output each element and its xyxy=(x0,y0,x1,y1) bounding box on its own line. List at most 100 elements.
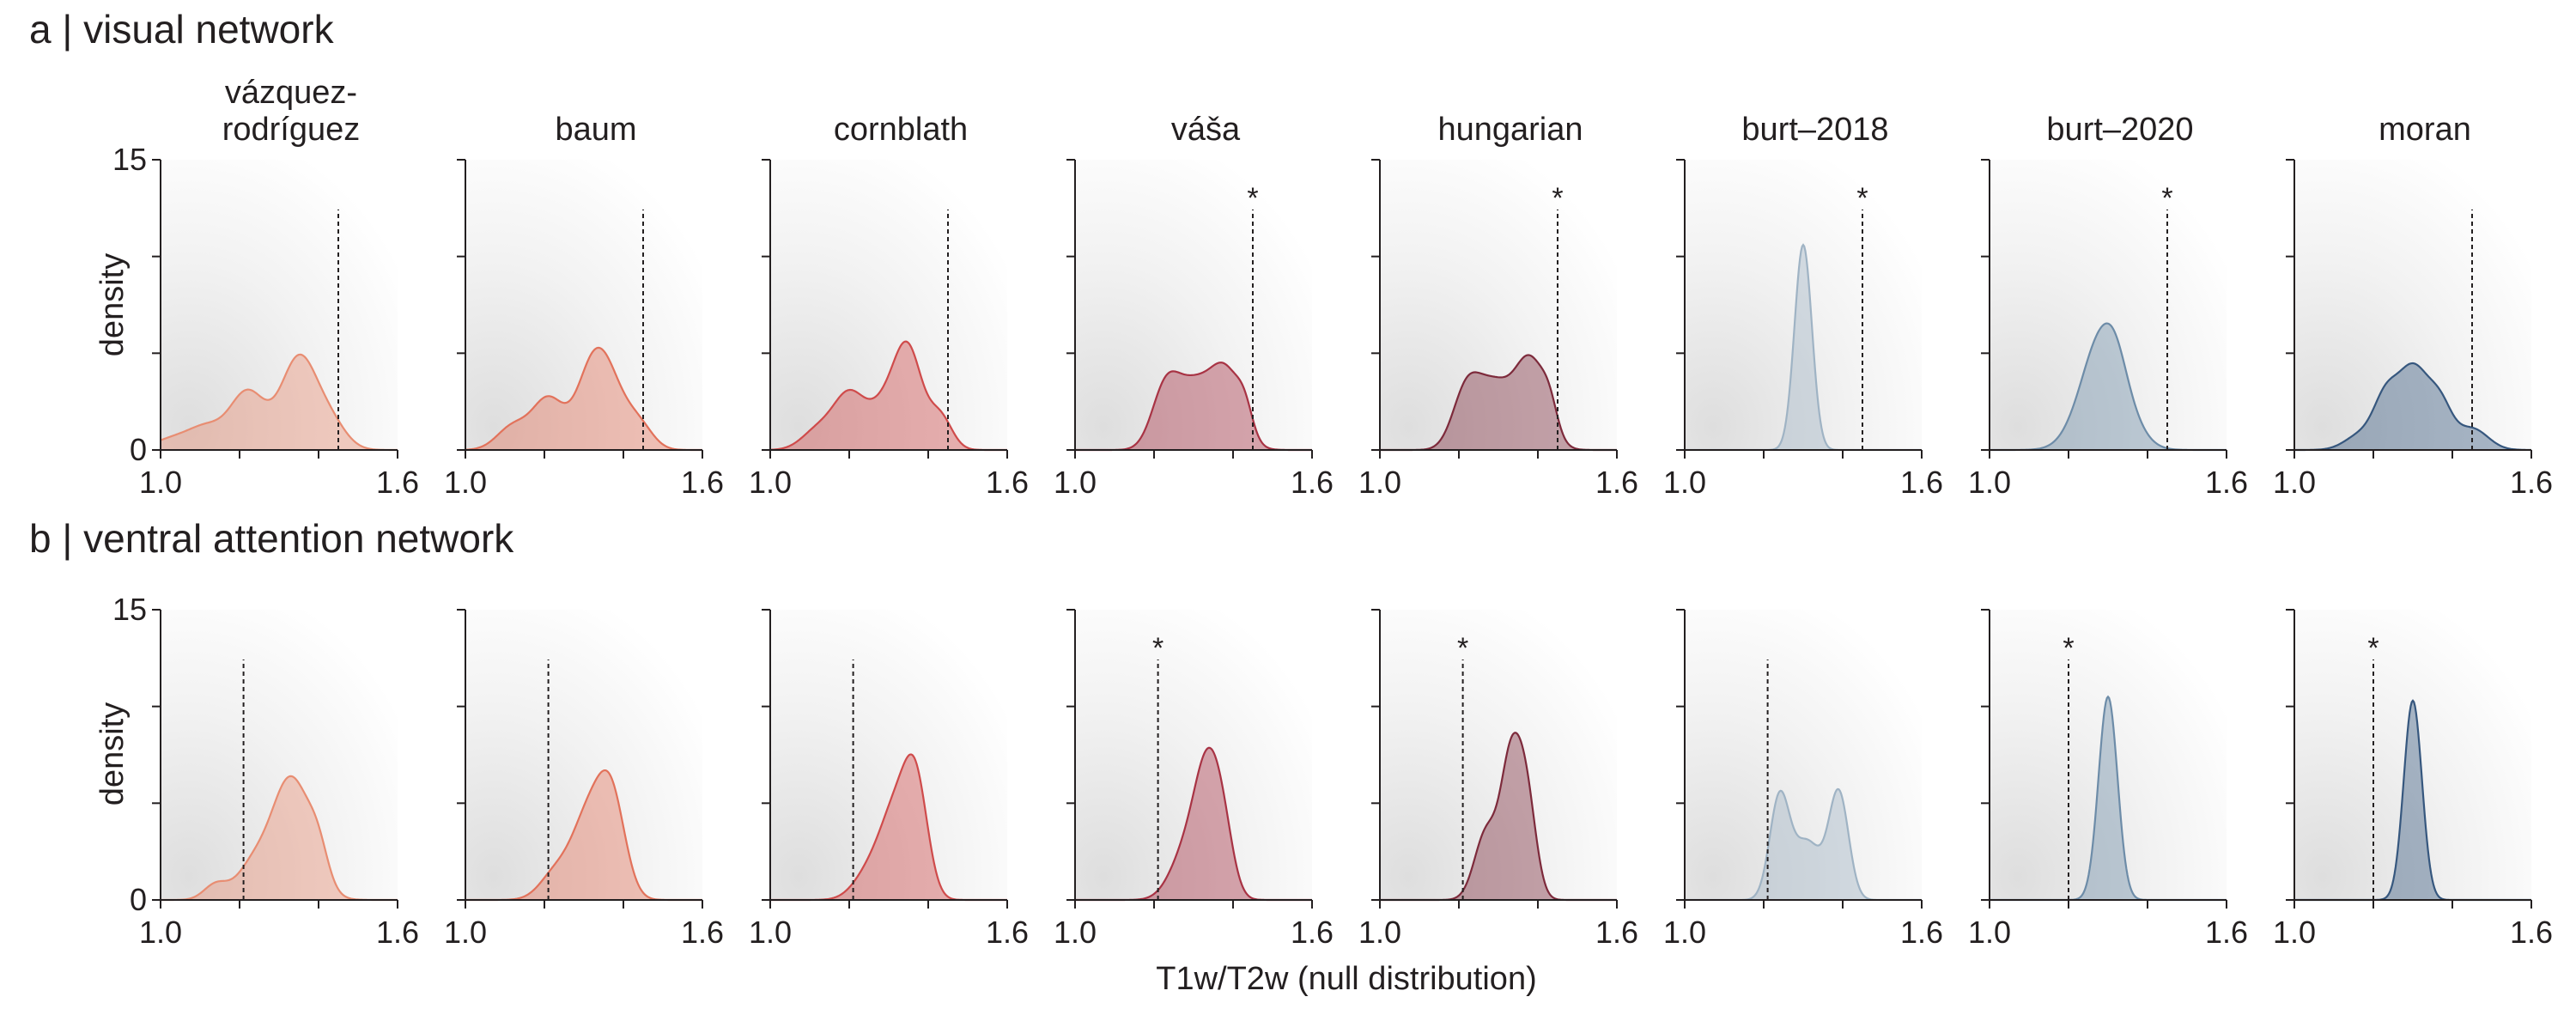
x-tick-label-min: 1.0 xyxy=(1054,465,1097,500)
subplot-b-burt-2018: 1.0 1.6 xyxy=(1663,609,1943,950)
method-header-line: vázquez- xyxy=(225,75,357,111)
x-tick-label-max: 1.6 xyxy=(2205,465,2248,500)
method-header-vazquez-rodriguez: vázquez-rodríguez xyxy=(222,75,361,148)
density-area xyxy=(1685,788,1922,900)
panel-a-letter: a xyxy=(29,7,52,52)
x-tick-label-max: 1.6 xyxy=(376,915,419,950)
subplot-a-vazquez-rodriguez: 1.0 1.6 0 15 xyxy=(112,142,419,500)
density-area xyxy=(1075,747,1312,900)
x-tick-label-max: 1.6 xyxy=(376,465,419,500)
plot-background xyxy=(465,610,702,900)
x-tick-label-max: 1.6 xyxy=(1291,465,1334,500)
y-tick-label-max: 15 xyxy=(112,142,147,177)
x-tick-label-min: 1.0 xyxy=(1663,915,1706,950)
panel-b-separator: | xyxy=(62,516,83,561)
density-area xyxy=(770,754,1007,900)
x-tick-label-min: 1.0 xyxy=(444,915,487,950)
method-header-line: váša xyxy=(1171,112,1241,148)
method-headers: vázquez-rodríguez baum cornblath váša hungar… xyxy=(222,75,2471,148)
plot-background xyxy=(1990,160,2227,450)
x-tick-label-min: 1.0 xyxy=(1054,915,1097,950)
panel-b-heading: b | ventral attention network xyxy=(29,516,514,561)
x-tick-label-min: 1.0 xyxy=(2273,465,2316,500)
density-area xyxy=(1075,362,1312,450)
plot-background xyxy=(770,160,1007,450)
x-tick-label-min: 1.0 xyxy=(1663,465,1706,500)
plot-background xyxy=(2294,610,2531,900)
subplot-b-vasa: * 1.0 1.6 xyxy=(1054,609,1334,950)
subplot-a-hungarian: * 1.0 1.6 xyxy=(1358,159,1638,500)
subplot-b-moran: * 1.0 1.6 xyxy=(2273,609,2553,950)
density-curve xyxy=(2294,362,2532,452)
y-axis-title-row-a: density xyxy=(94,253,131,356)
method-header-line: burt–2018 xyxy=(1741,112,1888,148)
density-curve xyxy=(465,346,702,452)
panel-a-separator: | xyxy=(62,7,83,52)
subplot-a-vasa: * 1.0 1.6 xyxy=(1054,159,1334,500)
x-tick-label-max: 1.6 xyxy=(986,915,1029,950)
subplot-a-burt-2018: * 1.0 1.6 xyxy=(1663,159,1943,500)
significance-marker: * xyxy=(2063,632,2074,665)
plot-background xyxy=(465,160,702,450)
panel-b-title: ventral attention network xyxy=(83,516,514,561)
plot-background xyxy=(1380,610,1617,900)
x-tick-label-min: 1.0 xyxy=(139,465,182,500)
density-area xyxy=(465,770,702,900)
subplot-b-vazquez-rodriguez: 1.0 1.6 0 15 xyxy=(112,592,419,950)
density-area xyxy=(2294,700,2531,900)
x-tick-label-min: 1.0 xyxy=(749,915,792,950)
y-axis-title-row-b: density xyxy=(94,702,131,805)
density-area xyxy=(1685,245,1922,450)
density-area xyxy=(1990,323,2227,450)
plot-background xyxy=(770,610,1007,900)
method-header-burt-2018: burt–2018 xyxy=(1741,112,1888,148)
density-area xyxy=(1990,696,2227,900)
x-tick-label-max: 1.6 xyxy=(986,465,1029,500)
x-tick-label-max: 1.6 xyxy=(681,915,724,950)
x-tick-label-min: 1.0 xyxy=(1358,915,1401,950)
method-header-line: moran xyxy=(2379,112,2471,148)
plot-background xyxy=(1685,160,1922,450)
method-header-line: cornblath xyxy=(834,112,968,148)
x-tick-label-min: 1.0 xyxy=(2273,915,2316,950)
method-header-line: hungarian xyxy=(1437,112,1583,148)
y-tick-label-min: 0 xyxy=(130,432,147,467)
subplot-b-cornblath: 1.0 1.6 xyxy=(749,609,1029,950)
panel-a-heading: a | visual network xyxy=(29,7,335,52)
significance-marker: * xyxy=(2367,632,2379,665)
x-tick-label-max: 1.6 xyxy=(1900,915,1943,950)
subplot-a-cornblath: 1.0 1.6 xyxy=(749,159,1029,500)
x-tick-label-max: 1.6 xyxy=(2205,915,2248,950)
density-area xyxy=(1380,732,1617,900)
x-axis-title: T1w/T2w (null distribution) xyxy=(1156,961,1536,997)
x-tick-label-min: 1.0 xyxy=(1968,465,2011,500)
significance-marker: * xyxy=(1856,182,1868,215)
plot-background xyxy=(1075,160,1312,450)
plot-background xyxy=(1075,610,1312,900)
x-tick-label-min: 1.0 xyxy=(1358,465,1401,500)
significance-marker: * xyxy=(1152,632,1163,665)
subplot-b-hungarian: * 1.0 1.6 xyxy=(1358,609,1638,950)
plot-background xyxy=(2294,160,2531,450)
plot-background xyxy=(1380,160,1617,450)
x-tick-label-max: 1.6 xyxy=(1900,465,1943,500)
significance-marker: * xyxy=(2161,182,2172,215)
x-tick-label-max: 1.6 xyxy=(1595,915,1638,950)
y-tick-label-min: 0 xyxy=(130,882,147,917)
method-header-line: baum xyxy=(555,112,636,148)
panel-a-title: visual network xyxy=(83,7,334,52)
significance-marker: * xyxy=(1552,182,1563,215)
significance-marker: * xyxy=(1247,182,1258,215)
x-tick-label-max: 1.6 xyxy=(2510,465,2553,500)
subplot-a-baum: 1.0 1.6 xyxy=(444,159,724,500)
x-tick-label-max: 1.6 xyxy=(2510,915,2553,950)
density-curve xyxy=(160,353,398,452)
method-header-baum: baum xyxy=(555,112,636,148)
subplot-b-burt-2020: * 1.0 1.6 xyxy=(1968,609,2248,950)
subplot-b-baum: 1.0 1.6 xyxy=(444,609,724,950)
x-tick-label-min: 1.0 xyxy=(139,915,182,950)
subplot-a-moran: 1.0 1.6 xyxy=(2273,159,2553,500)
method-header-line: burt–2020 xyxy=(2046,112,2193,148)
density-area xyxy=(161,775,398,900)
x-tick-label-min: 1.0 xyxy=(749,465,792,500)
